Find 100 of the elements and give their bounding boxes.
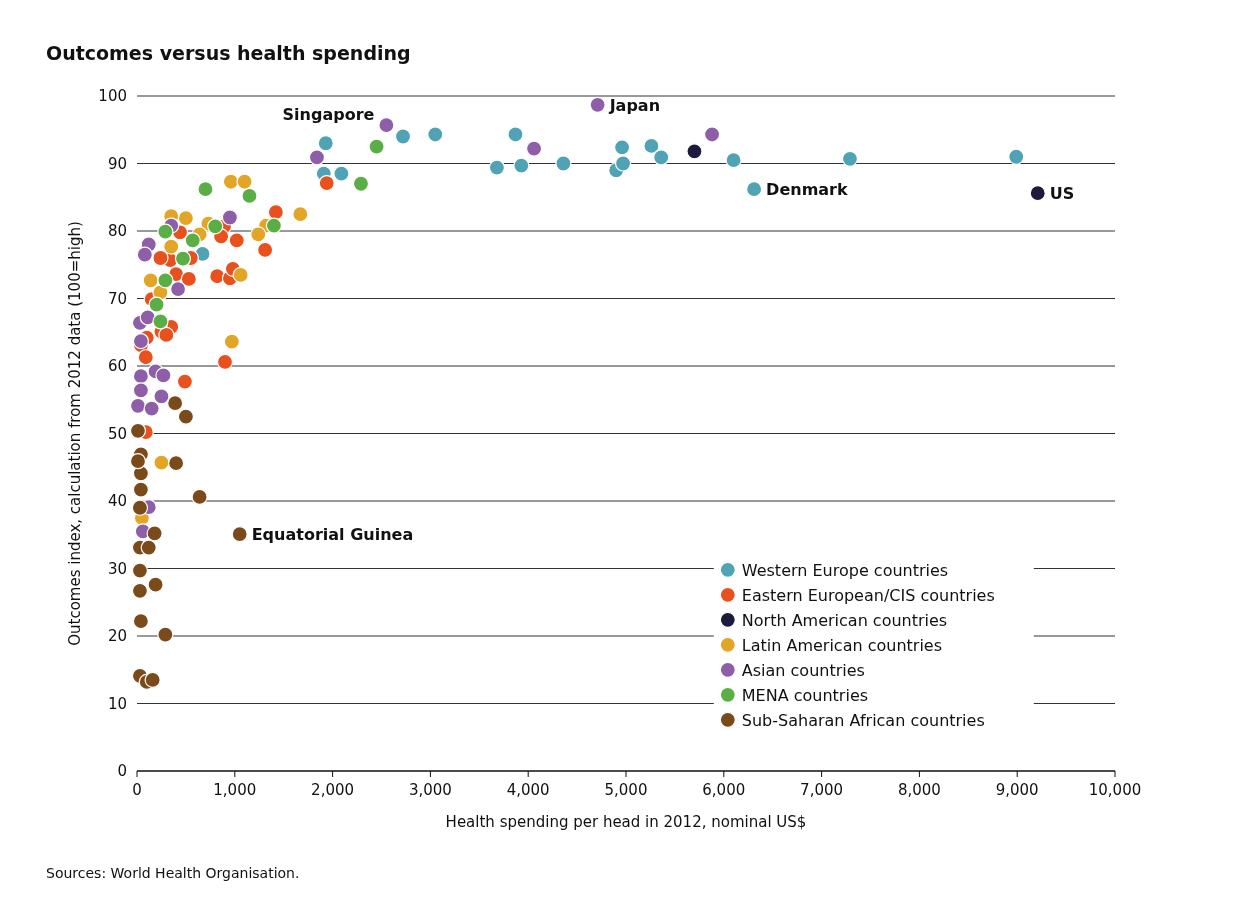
chart-title: Outcomes versus health spending — [46, 42, 411, 64]
y-tick-label: 20 — [107, 627, 127, 645]
point — [152, 249, 169, 267]
x-tick-label: 6,000 — [702, 781, 746, 799]
point — [139, 309, 156, 326]
point — [231, 525, 248, 543]
point — [232, 266, 249, 283]
point — [653, 149, 670, 166]
point — [257, 241, 274, 258]
point — [132, 368, 150, 385]
point — [614, 155, 632, 172]
source-note: Sources: World Health Organisation. — [46, 865, 300, 881]
point — [267, 204, 284, 221]
legend-label: Asian countries — [741, 660, 865, 680]
y-tick-label: 60 — [107, 357, 127, 375]
y-tick-label: 50 — [107, 424, 127, 443]
point — [841, 150, 859, 167]
point — [153, 388, 170, 405]
point — [1008, 148, 1025, 165]
x-tick-label: 3,000 — [408, 781, 452, 799]
x-axis-title: Health spending per head in 2012, nominal US$ — [445, 813, 807, 831]
x-tick-label: 2,000 — [311, 781, 355, 799]
point — [265, 217, 283, 234]
point — [132, 613, 150, 630]
point — [174, 250, 192, 267]
point — [525, 140, 543, 157]
point — [163, 238, 180, 255]
point — [184, 232, 201, 249]
point — [394, 128, 412, 145]
point — [132, 382, 150, 399]
legend-label: Western Europe countries — [741, 560, 949, 580]
annotation: Equatorial Guinea — [251, 525, 414, 545]
point — [236, 173, 253, 190]
y-tick-label: 10 — [107, 694, 127, 713]
x-tick-label: 8,000 — [897, 781, 941, 799]
point — [177, 210, 194, 227]
annotation: Singapore — [282, 105, 375, 125]
point — [317, 135, 334, 152]
point — [221, 209, 239, 226]
annotation: Denmark — [766, 180, 848, 200]
point — [507, 126, 524, 143]
point — [176, 373, 194, 390]
x-tick-label: 10,000 — [1088, 781, 1142, 799]
point — [292, 206, 309, 223]
point — [169, 280, 187, 298]
point — [136, 246, 153, 263]
point — [157, 223, 174, 240]
point — [132, 481, 150, 498]
y-tick-label: 0 — [117, 762, 127, 780]
point — [147, 576, 164, 593]
point — [686, 143, 703, 160]
point — [746, 181, 763, 198]
point — [142, 272, 159, 289]
point — [129, 397, 147, 414]
point — [157, 626, 174, 643]
annotation: Japan — [608, 95, 661, 115]
point — [152, 313, 169, 330]
y-tick-label: 40 — [107, 492, 127, 510]
y-axis-title: Outcomes index, calculation from 2012 data (100=high) — [66, 221, 84, 646]
point — [352, 175, 370, 192]
point — [167, 395, 184, 412]
point — [191, 488, 208, 506]
point — [223, 333, 240, 350]
x-tick-label: 7,000 — [800, 781, 844, 799]
legend-label: North American countries — [741, 610, 948, 630]
point — [180, 270, 197, 288]
point — [131, 582, 149, 599]
point — [378, 116, 395, 134]
point — [177, 408, 194, 425]
point — [131, 562, 149, 579]
point — [168, 455, 185, 472]
point — [368, 138, 385, 155]
point — [250, 226, 267, 243]
point — [725, 152, 742, 169]
point — [146, 525, 163, 542]
x-tick-label: 0 — [132, 781, 142, 799]
point — [155, 367, 172, 384]
x-tick-label: 5,000 — [604, 781, 648, 799]
x-tick-label: 4,000 — [506, 781, 550, 799]
legend-label: Eastern European/CIS countries — [741, 585, 995, 605]
y-tick-label: 80 — [107, 222, 127, 240]
point — [197, 181, 214, 198]
legend-label: Sub-Saharan African countries — [741, 710, 985, 730]
point — [228, 232, 245, 249]
point — [148, 296, 165, 313]
y-tick-label: 90 — [107, 154, 127, 173]
point — [703, 126, 721, 143]
point — [207, 218, 224, 235]
y-tick-label: 100 — [98, 87, 127, 105]
x-tick-label: 1,000 — [213, 781, 257, 799]
point — [129, 453, 147, 470]
point — [140, 539, 157, 556]
point — [222, 173, 239, 190]
point — [129, 422, 147, 439]
point — [144, 671, 161, 688]
point — [1029, 185, 1046, 202]
y-tick-label: 30 — [107, 559, 127, 578]
point — [157, 272, 174, 289]
point — [589, 96, 606, 113]
point — [488, 159, 505, 176]
